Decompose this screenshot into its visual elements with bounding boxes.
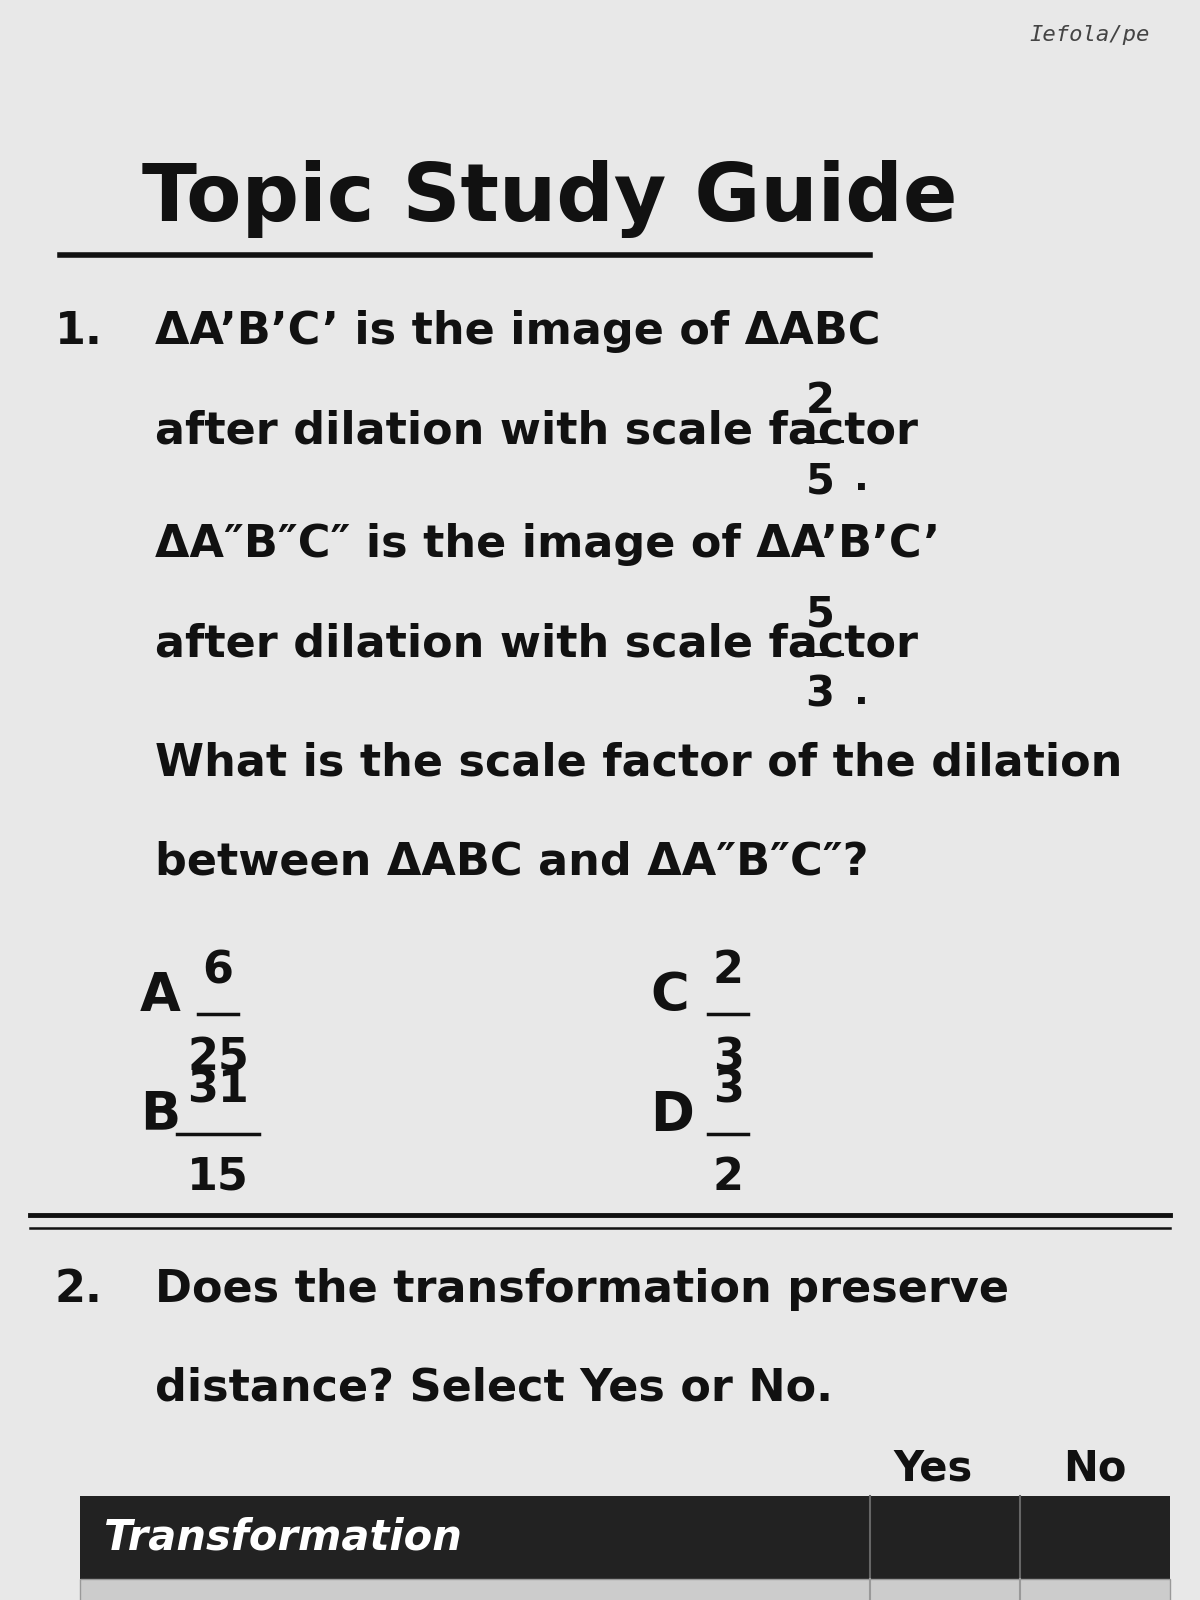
Text: 2: 2 bbox=[713, 1155, 744, 1198]
Text: 2.: 2. bbox=[55, 1267, 103, 1310]
Text: Does the transformation preserve: Does the transformation preserve bbox=[155, 1267, 1009, 1310]
Text: Transformation: Transformation bbox=[104, 1517, 462, 1558]
Text: 2: 2 bbox=[713, 949, 744, 992]
Text: 5: 5 bbox=[805, 594, 834, 635]
Text: Yes: Yes bbox=[893, 1448, 973, 1490]
Text: 5: 5 bbox=[805, 461, 834, 502]
FancyBboxPatch shape bbox=[80, 1579, 1170, 1600]
Text: D: D bbox=[650, 1088, 694, 1141]
Text: .: . bbox=[853, 674, 869, 712]
Text: B: B bbox=[140, 1088, 180, 1141]
Text: 6: 6 bbox=[203, 949, 234, 992]
Text: ΔA″B″C″ is the image of ΔA’B’C’: ΔA″B″C″ is the image of ΔA’B’C’ bbox=[155, 523, 940, 566]
Text: 31: 31 bbox=[187, 1069, 248, 1110]
Text: What is the scale factor of the dilation: What is the scale factor of the dilation bbox=[155, 741, 1122, 784]
Text: distance? Select Yes or No.: distance? Select Yes or No. bbox=[155, 1366, 833, 1410]
Text: 15: 15 bbox=[187, 1155, 248, 1198]
Text: 2: 2 bbox=[805, 379, 834, 422]
Text: ΔA’B’C’ is the image of ΔABC: ΔA’B’C’ is the image of ΔABC bbox=[155, 310, 881, 354]
Text: C: C bbox=[650, 970, 689, 1022]
Text: Iefola/pe: Iefola/pe bbox=[1030, 26, 1150, 45]
Text: between ΔABC and ΔA″B″C″?: between ΔABC and ΔA″B″C″? bbox=[155, 840, 869, 883]
Text: Topic Study Guide: Topic Study Guide bbox=[143, 160, 958, 238]
Text: 25: 25 bbox=[187, 1037, 248, 1080]
Text: 3: 3 bbox=[713, 1037, 744, 1080]
Text: .: . bbox=[853, 461, 869, 498]
FancyBboxPatch shape bbox=[80, 1496, 1170, 1579]
Text: No: No bbox=[1063, 1448, 1127, 1490]
Text: 3: 3 bbox=[805, 674, 834, 715]
Text: 1.: 1. bbox=[55, 310, 103, 354]
Text: after dilation with scale factor: after dilation with scale factor bbox=[155, 622, 934, 666]
Text: after dilation with scale factor: after dilation with scale factor bbox=[155, 410, 934, 453]
Text: 3: 3 bbox=[713, 1069, 744, 1110]
Text: A: A bbox=[140, 970, 181, 1022]
